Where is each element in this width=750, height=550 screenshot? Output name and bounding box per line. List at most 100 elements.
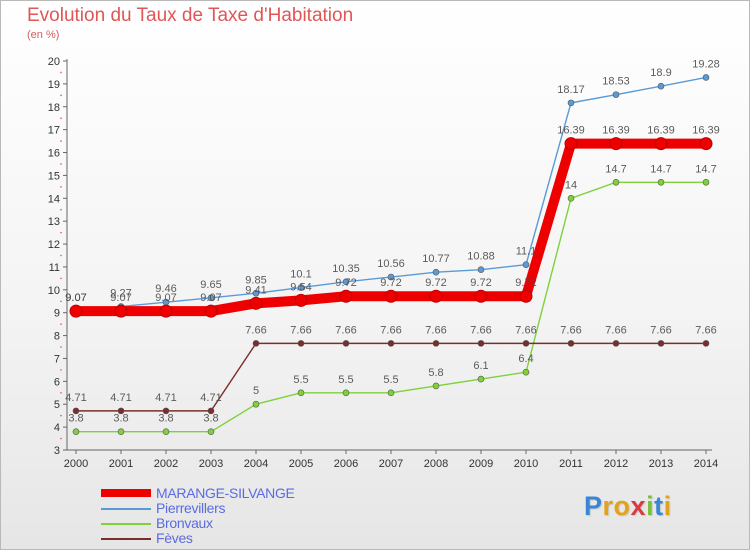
data-label: 3.8 (203, 413, 218, 425)
data-label: 10.1 (290, 269, 311, 281)
data-point (294, 293, 308, 307)
data-point (564, 137, 578, 151)
data-label: 3.8 (68, 413, 83, 425)
data-label: 18.53 (602, 76, 630, 88)
data-label: 9.65 (200, 279, 221, 291)
data-label: 9.07 (65, 292, 86, 304)
data-point (432, 340, 440, 347)
y-tick-label: 11 (49, 262, 60, 274)
y-minor-tick (60, 277, 62, 280)
data-point (477, 375, 485, 383)
data-label: 7.66 (425, 324, 446, 336)
data-label: 16.39 (602, 125, 630, 137)
y-minor-tick (60, 300, 62, 303)
data-point (117, 428, 125, 435)
data-point (252, 400, 260, 408)
data-point (207, 294, 215, 302)
data-label: 10.88 (467, 251, 495, 263)
legend-swatch (101, 489, 151, 497)
data-point (297, 340, 305, 347)
y-minor-tick (60, 140, 62, 142)
y-minor-tick (60, 186, 62, 188)
data-label: 9.07 (110, 292, 131, 304)
data-label: 6.4 (518, 353, 533, 365)
data-point (72, 407, 80, 415)
data-point (342, 278, 350, 286)
logo-letter: t (654, 491, 664, 521)
data-point (609, 137, 623, 151)
legend-swatch (101, 523, 151, 525)
data-label: 14.7 (650, 163, 671, 175)
data-label: 7.66 (515, 324, 536, 336)
x-tick-label: 2002 (154, 458, 178, 470)
data-point (567, 340, 575, 347)
x-tick-label: 2013 (649, 458, 673, 470)
logo-letter: i (646, 491, 655, 521)
data-label: 10.56 (377, 258, 405, 270)
data-label: 19.28 (692, 58, 720, 70)
data-label: 7.66 (470, 324, 491, 336)
data-label: 5.5 (293, 374, 308, 386)
data-point (339, 289, 353, 303)
data-point (204, 304, 218, 318)
logo-letter: x (630, 491, 647, 521)
data-label: 7.66 (650, 324, 671, 336)
data-label: 5.5 (338, 374, 353, 386)
data-label: 9.72 (380, 277, 401, 289)
data-point (477, 266, 485, 273)
x-tick-label: 2014 (694, 458, 718, 470)
data-point (384, 289, 398, 303)
data-point (612, 91, 620, 98)
x-tick-label: 2003 (199, 458, 223, 470)
data-label: 7.66 (560, 324, 581, 336)
data-label: 9.72 (425, 277, 446, 289)
y-tick-label: 8 (54, 331, 60, 343)
x-tick-label: 2005 (289, 458, 313, 470)
data-point (342, 389, 350, 397)
data-point (657, 178, 665, 186)
data-label: 5.8 (428, 367, 443, 379)
y-tick-label: 7 (54, 353, 60, 365)
data-label: 5.5 (383, 374, 398, 386)
data-point (702, 340, 710, 347)
data-label: 5 (253, 385, 259, 397)
data-point (387, 340, 395, 347)
data-point (702, 178, 710, 186)
data-label: 7.66 (245, 324, 266, 336)
data-point (252, 289, 260, 297)
data-point (657, 340, 665, 347)
y-tick-label: 3 (54, 445, 60, 457)
data-label: 9.85 (245, 274, 266, 286)
data-point (429, 289, 443, 303)
data-point (249, 296, 263, 310)
data-label: 4.71 (65, 392, 86, 404)
data-point (477, 340, 485, 347)
data-label: 3.8 (158, 413, 173, 425)
data-label: 18.9 (650, 67, 671, 79)
y-tick-label: 5 (54, 399, 60, 411)
y-tick-label: 6 (54, 376, 60, 388)
data-label: 9.72 (515, 277, 536, 289)
x-tick-label: 2010 (514, 458, 538, 470)
data-label: 9.07 (200, 292, 221, 304)
data-point (432, 382, 440, 390)
data-point (612, 178, 620, 186)
data-label: 9.72 (335, 277, 356, 289)
data-point (519, 289, 533, 303)
data-label: 9.07 (65, 292, 86, 304)
data-point (567, 99, 575, 107)
x-tick-label: 2011 (559, 458, 583, 470)
data-label: 16.39 (647, 125, 675, 137)
data-point (522, 340, 530, 347)
data-label: 7.66 (290, 324, 311, 336)
y-minor-tick (60, 369, 62, 371)
data-point (207, 407, 215, 415)
data-point (567, 194, 575, 202)
legend-label: MARANGE-SILVANGE (156, 485, 295, 501)
x-tick-label: 2007 (379, 458, 403, 470)
data-label: 14.7 (605, 163, 626, 175)
data-point (297, 389, 305, 397)
data-label: 10.77 (422, 253, 450, 265)
data-point (654, 137, 668, 151)
unit-label: (en %) (27, 29, 60, 41)
